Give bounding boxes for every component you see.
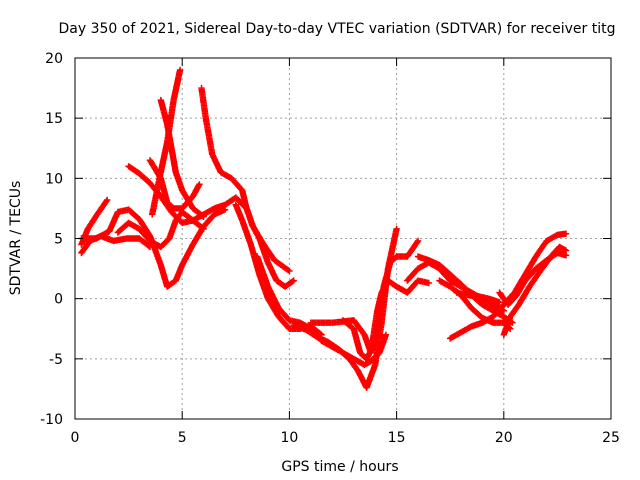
y-tick-label: 15: [45, 111, 63, 127]
series-track-f: [114, 208, 207, 251]
plus-markers: [114, 208, 207, 251]
x-tick-label: 0: [71, 430, 80, 446]
series-track-i: [198, 84, 297, 290]
y-tick-label: 0: [54, 292, 63, 308]
plus-markers: [453, 289, 503, 306]
axis-ticks: [74, 57, 612, 420]
series-track-n: [307, 277, 432, 356]
chart-title: Day 350 of 2021, Sidereal Day-to-day VTE…: [59, 21, 616, 37]
series-track-j: [232, 201, 325, 338]
y-tick-label: -5: [49, 352, 63, 368]
x-axis-title: GPS time / hours: [281, 459, 398, 475]
grid: [75, 58, 611, 419]
y-tick-label: 10: [45, 171, 63, 187]
series-track-r: [447, 230, 570, 342]
series-track-t: [500, 243, 570, 338]
data-points: [78, 66, 570, 391]
y-tick-label: 20: [45, 51, 63, 67]
plus-markers: [307, 277, 432, 356]
series-track-c: [78, 206, 229, 290]
y-tick-label: -10: [40, 412, 63, 428]
y-axis-title: SDTVAR / TECUs: [8, 181, 24, 296]
plus-markers: [404, 259, 507, 314]
series-track-o: [404, 259, 507, 314]
y-tick-label: 5: [54, 232, 63, 248]
plus-markers: [198, 84, 297, 290]
plus-markers: [149, 66, 184, 218]
plus-markers: [447, 230, 570, 342]
x-tick-label: 25: [602, 430, 620, 446]
y-tick-labels: -10 -5 0 5 10 15 20: [40, 51, 63, 428]
plus-markers: [78, 206, 229, 290]
series-track-h: [149, 66, 184, 218]
plus-markers: [232, 201, 325, 338]
x-tick-label: 15: [388, 430, 406, 446]
plus-markers: [500, 243, 570, 338]
x-tick-label: 20: [495, 430, 513, 446]
x-tick-label: 5: [178, 430, 187, 446]
x-tick-labels: 0 5 10 15 20 25: [71, 430, 620, 446]
x-tick-label: 10: [280, 430, 298, 446]
series-track-u: [453, 289, 503, 306]
